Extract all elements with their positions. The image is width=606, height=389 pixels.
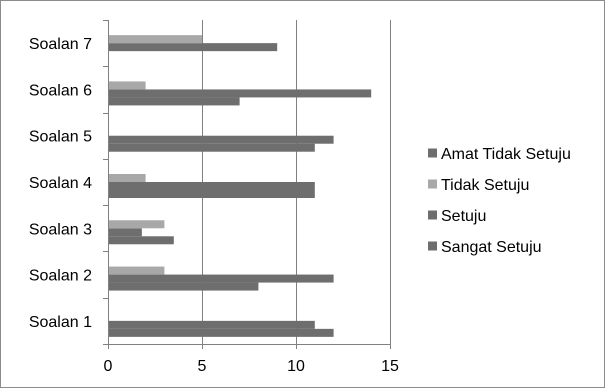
x-tick-labels: 0 5 10 15 [104, 358, 399, 375]
x-tick-label-15: 15 [381, 358, 399, 375]
legend-swatch-tidak-setuju [428, 179, 437, 189]
legend: Amat Tidak Setuju Tidak Setuju Setuju Sanga… [428, 146, 571, 256]
legend-swatch-sangat-setuju [428, 241, 437, 251]
legend-swatch-setuju [428, 210, 437, 220]
legend-swatch-amat-tidak-setuju [428, 148, 437, 158]
bar-soalan-6-sangat-setuju [108, 97, 240, 106]
category-label-soalan-3: Soalan 3 [29, 221, 92, 238]
bar-soalan-7-setuju [108, 43, 278, 52]
category-label-soalan-1: Soalan 1 [29, 314, 92, 331]
bar-soalan-7-tidak-setuju [108, 35, 202, 44]
category-label-soalan-4: Soalan 4 [29, 175, 92, 192]
bar-soalan-4-setuju [108, 182, 315, 190]
legend-label-amat-tidak-setuju: Amat Tidak Setuju [441, 146, 571, 163]
bar-soalan-5-setuju [108, 135, 334, 144]
bar-soalan-3-setuju [108, 228, 142, 237]
legend-label-tidak-setuju: Tidak Setuju [441, 177, 529, 194]
category-label-soalan-7: Soalan 7 [29, 36, 92, 53]
legend-label-sangat-setuju: Sangat Setuju [441, 239, 542, 256]
bar-soalan-5-sangat-setuju [108, 143, 315, 152]
bar-soalan-3-sangat-setuju [108, 236, 174, 245]
bar-soalan-1-setuju [108, 320, 315, 329]
legend-label-setuju: Setuju [441, 208, 486, 225]
bar-soalan-2-setuju [108, 274, 334, 283]
bar-soalan-6-setuju [108, 89, 372, 98]
x-tick-label-0: 0 [104, 358, 113, 375]
category-label-soalan-2: Soalan 2 [29, 268, 92, 285]
bar-soalan-2-sangat-setuju [108, 282, 259, 291]
bar-soalan-6-tidak-setuju [108, 81, 146, 90]
x-tick-label-5: 5 [198, 358, 207, 375]
bar-soalan-4-tidak-setuju [108, 174, 146, 182]
bar-soalan-4-sangat-setuju [108, 190, 315, 198]
category-label-soalan-6: Soalan 6 [29, 82, 92, 99]
axis-layer [103, 20, 391, 349]
bar-layer [108, 35, 372, 337]
category-labels: Soalan 1 Soalan 2 Soalan 3 Soalan 4 Soalan 5… [29, 36, 92, 331]
bar-soalan-1-sangat-setuju [108, 328, 334, 337]
x-tick-label-10: 10 [287, 358, 305, 375]
bar-soalan-2-tidak-setuju [108, 266, 165, 275]
category-label-soalan-5: Soalan 5 [29, 129, 92, 146]
bar-soalan-3-tidak-setuju [108, 220, 165, 229]
